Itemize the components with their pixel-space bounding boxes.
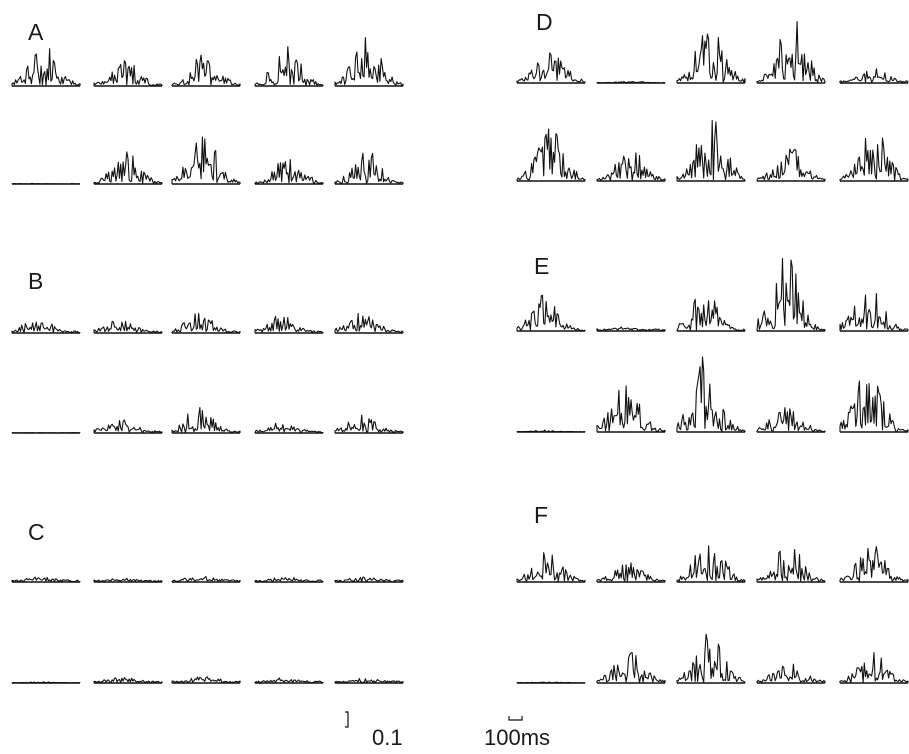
histogram-trace-d-1-4 bbox=[756, 21, 826, 83]
histogram-trace-f-2-5 bbox=[839, 651, 909, 684]
histogram-trace-c-2-5 bbox=[334, 677, 404, 684]
histogram-trace-d-1-3 bbox=[676, 33, 746, 83]
histogram-trace-c-1-5 bbox=[334, 576, 404, 583]
histogram-trace-d-2-2 bbox=[596, 152, 666, 181]
histogram-trace-b-2-4 bbox=[254, 422, 324, 434]
histogram-trace-f-2-2 bbox=[596, 652, 666, 683]
scale-label-y: 0.1 bbox=[372, 725, 403, 750]
histogram-trace-e-2-3 bbox=[676, 356, 746, 432]
panel-label-a: A bbox=[28, 19, 44, 45]
histogram-trace-c-1-3 bbox=[171, 576, 241, 583]
histogram-trace-d-1-5 bbox=[839, 68, 909, 84]
histogram-trace-b-1-2 bbox=[93, 320, 163, 334]
histogram-trace-e-1-5 bbox=[839, 293, 909, 332]
panel-label-f: F bbox=[534, 502, 548, 528]
panel-label-e: E bbox=[534, 253, 549, 279]
histogram-trace-c-2-2 bbox=[93, 677, 163, 684]
histogram-trace-c-1-2 bbox=[93, 577, 163, 583]
histogram-trace-b-2-2 bbox=[93, 419, 163, 434]
histogram-trace-c-2-4 bbox=[254, 677, 324, 684]
histogram-trace-e-2-1 bbox=[516, 429, 586, 433]
histogram-trace-c-2-1 bbox=[11, 681, 81, 684]
histogram-trace-d-2-5 bbox=[839, 137, 909, 181]
panel-label-c: C bbox=[28, 519, 45, 545]
scale-label-x: 100ms bbox=[484, 725, 550, 750]
histogram-trace-e-1-2 bbox=[596, 326, 666, 332]
histogram-trace-c-2-3 bbox=[171, 676, 241, 684]
histogram-trace-c-1-4 bbox=[254, 577, 324, 583]
histogram-trace-b-1-5 bbox=[334, 312, 404, 334]
histogram-trace-a-1-3 bbox=[171, 54, 241, 86]
histogram-trace-a-2-5 bbox=[334, 152, 404, 185]
histogram-trace-e-1-4 bbox=[756, 258, 826, 331]
histogram-trace-c-1-1 bbox=[11, 576, 81, 583]
histogram-trace-e-2-5 bbox=[839, 380, 909, 432]
histogram-trace-f-1-4 bbox=[756, 548, 826, 583]
horizontal-scale-bar bbox=[508, 716, 523, 721]
histogram-trace-d-1-2 bbox=[596, 80, 666, 84]
histogram-trace-f-1-3 bbox=[676, 545, 746, 582]
histogram-trace-e-2-4 bbox=[756, 407, 826, 433]
panel-label-d: D bbox=[536, 9, 553, 35]
histogram-trace-d-2-1 bbox=[516, 128, 586, 181]
histogram-trace-f-2-3 bbox=[676, 633, 746, 683]
histogram-trace-e-1-3 bbox=[676, 298, 746, 332]
histogram-trace-f-1-5 bbox=[839, 546, 909, 582]
histogram-trace-e-2-2 bbox=[596, 385, 666, 433]
histogram-trace-d-2-3 bbox=[676, 119, 746, 181]
histogram-trace-b-1-4 bbox=[254, 315, 324, 334]
panels-group bbox=[11, 21, 909, 684]
histogram-trace-b-2-5 bbox=[334, 414, 404, 433]
histogram-trace-a-1-2 bbox=[93, 60, 163, 87]
histogram-trace-b-1-3 bbox=[171, 312, 241, 334]
histogram-trace-f-2-1 bbox=[516, 681, 586, 684]
vertical-scale-bar bbox=[345, 711, 349, 728]
histogram-trace-e-1-1 bbox=[516, 294, 586, 332]
histogram-trace-f-1-1 bbox=[516, 552, 586, 583]
histogram-trace-a-1-4 bbox=[254, 46, 324, 87]
histogram-trace-a-1-5 bbox=[334, 37, 404, 87]
histogram-trace-d-2-4 bbox=[756, 148, 826, 181]
histogram-trace-f-1-2 bbox=[596, 562, 666, 583]
panel-label-b: B bbox=[28, 268, 43, 294]
histogram-trace-a-2-3 bbox=[171, 136, 241, 184]
histogram-trace-a-2-4 bbox=[254, 158, 324, 185]
histogram-trace-f-2-4 bbox=[756, 663, 826, 683]
histogram-trace-a-1-1 bbox=[11, 48, 81, 86]
histogram-trace-b-2-3 bbox=[171, 407, 241, 434]
histogram-trace-b-1-1 bbox=[11, 321, 81, 334]
histogram-trace-d-1-1 bbox=[516, 52, 586, 84]
histogram-trace-a-2-2 bbox=[93, 151, 163, 184]
